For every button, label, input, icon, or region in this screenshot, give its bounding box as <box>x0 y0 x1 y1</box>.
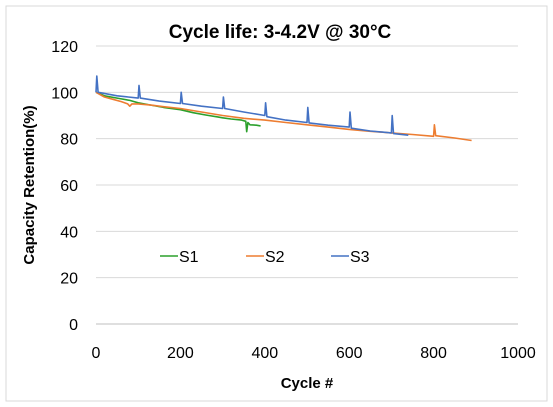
legend: S1 S2 S3 <box>160 249 370 266</box>
legend-label-s3: S3 <box>350 249 370 266</box>
gridlines <box>96 45 518 279</box>
x-tick-label: 0 <box>92 345 101 362</box>
x-tick-label: 1000 <box>500 345 536 362</box>
x-tick-label: 200 <box>167 345 194 362</box>
chart-title: Cycle life: 3-4.2V @ 30°C <box>169 22 392 43</box>
legend-label-s2: S2 <box>265 249 285 266</box>
x-tick-label: 400 <box>251 345 278 362</box>
y-tick-label: 0 <box>69 317 78 334</box>
x-axis-title: Cycle # <box>281 375 334 392</box>
y-tick-label: 20 <box>60 271 78 288</box>
y-axis-title: Capacity Retention(%) <box>21 105 38 264</box>
tick-labels: 0 20 40 60 80 100 120 0 200 400 600 800 1000 <box>51 39 536 362</box>
series-line-s1 <box>95 91 261 133</box>
chart-area-border <box>5 5 548 402</box>
y-tick-label: 40 <box>60 224 78 241</box>
x-tick-label: 800 <box>420 345 447 362</box>
y-tick-label: 120 <box>51 39 78 56</box>
series-layer <box>95 75 472 142</box>
y-tick-label: 80 <box>60 132 78 149</box>
y-tick-label: 60 <box>60 178 78 195</box>
x-tick-label: 600 <box>336 345 363 362</box>
legend-label-s1: S1 <box>179 249 199 266</box>
y-tick-label: 100 <box>51 85 78 102</box>
series-line-s3 <box>95 75 409 136</box>
series-line-s2 <box>95 91 472 142</box>
